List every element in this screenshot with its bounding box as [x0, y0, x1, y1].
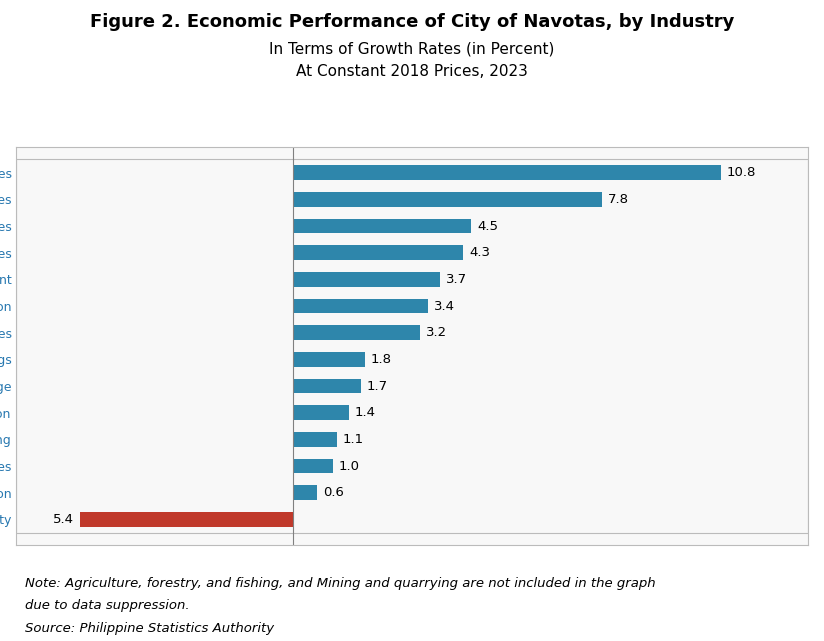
Bar: [293, 406, 349, 420]
Text: 10.8: 10.8: [727, 166, 756, 179]
Bar: [293, 352, 364, 367]
Bar: [293, 246, 463, 260]
Bar: [293, 432, 337, 447]
Bar: [293, 165, 720, 180]
Text: Source: Philippine Statistics Authority: Source: Philippine Statistics Authority: [25, 622, 274, 635]
Bar: [293, 272, 440, 287]
Text: due to data suppression.: due to data suppression.: [25, 599, 190, 612]
Text: 0.6: 0.6: [323, 487, 344, 499]
Text: 1.7: 1.7: [367, 379, 387, 393]
Text: 5.4: 5.4: [53, 513, 74, 526]
Text: At Constant 2018 Prices, 2023: At Constant 2018 Prices, 2023: [296, 64, 528, 79]
Text: 3.2: 3.2: [426, 326, 447, 339]
Text: 3.4: 3.4: [433, 299, 455, 313]
Text: 7.8: 7.8: [608, 193, 629, 206]
Text: 1.1: 1.1: [343, 433, 364, 446]
Text: Figure 2. Economic Performance of City of Navotas, by Industry: Figure 2. Economic Performance of City o…: [90, 13, 734, 31]
Text: 4.5: 4.5: [477, 220, 499, 233]
FancyBboxPatch shape: [16, 160, 808, 533]
Bar: [293, 326, 420, 340]
Text: 4.3: 4.3: [470, 246, 490, 260]
Text: In Terms of Growth Rates (in Percent): In Terms of Growth Rates (in Percent): [269, 42, 555, 56]
Text: 1.4: 1.4: [354, 406, 376, 419]
Bar: [80, 512, 293, 527]
Bar: [293, 379, 361, 394]
Text: Note: Agriculture, forestry, and fishing, and Mining and quarrying are not inclu: Note: Agriculture, forestry, and fishing…: [25, 577, 655, 590]
Bar: [293, 299, 428, 313]
Text: 1.0: 1.0: [339, 460, 360, 472]
Bar: [293, 219, 471, 233]
Bar: [293, 192, 602, 207]
Bar: [293, 485, 317, 500]
Text: 3.7: 3.7: [446, 273, 466, 286]
Bar: [293, 459, 333, 474]
Text: 1.8: 1.8: [371, 353, 391, 366]
